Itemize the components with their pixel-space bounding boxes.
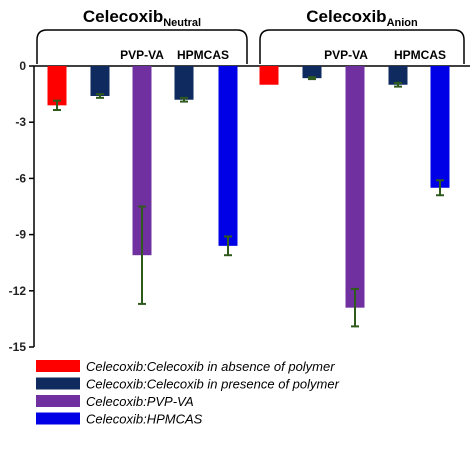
y-tick-label: -3	[15, 115, 26, 129]
legend-label: Celecoxib:Celecoxib in absence of polyme…	[86, 359, 335, 374]
y-tick-label: -15	[9, 340, 27, 354]
subgroup-label: HPMCAS	[177, 48, 229, 62]
bar	[430, 66, 450, 188]
group-title-main: Celecoxib	[83, 7, 163, 26]
bar	[388, 66, 408, 85]
legend-label: Celecoxib:PVP-VA	[86, 394, 194, 409]
group-title: CelecoxibNeutral	[83, 7, 201, 29]
legend-swatch	[36, 360, 80, 372]
bars	[47, 66, 450, 328]
y-tick-label: -6	[15, 171, 26, 185]
legend: Celecoxib:Celecoxib in absence of polyme…	[36, 359, 340, 427]
subgroup-label: PVP-VA	[324, 48, 368, 62]
group-title: CelecoxibAnion	[306, 7, 418, 29]
legend-label: Celecoxib:Celecoxib in presence of polym…	[86, 377, 340, 392]
legend-swatch	[36, 377, 80, 390]
bar	[90, 66, 110, 96]
y-axis: 0 -3 -6 -9 -12 -15	[9, 59, 470, 354]
legend-label: Celecoxib:HPMCAS	[86, 412, 203, 427]
y-tick-label: -12	[9, 284, 27, 298]
y-tick-label: -9	[15, 228, 26, 242]
bar	[259, 66, 279, 85]
bar	[218, 66, 238, 246]
group-title-sub: Neutral	[163, 17, 201, 29]
group-title-main: Celecoxib	[306, 7, 386, 26]
subgroup-label: HPMCAS	[394, 48, 446, 62]
bar	[302, 66, 322, 79]
group-bracket	[259, 29, 465, 64]
group-title-sub: Anion	[387, 17, 418, 29]
bar	[132, 66, 152, 256]
y-tick-label: 0	[19, 59, 26, 73]
legend-swatch	[36, 395, 80, 407]
group-bracket	[36, 29, 248, 64]
bar	[174, 66, 194, 100]
subgroup-label: PVP-VA	[120, 48, 164, 62]
bar	[345, 66, 365, 308]
bar	[47, 66, 67, 106]
legend-swatch	[36, 412, 80, 425]
